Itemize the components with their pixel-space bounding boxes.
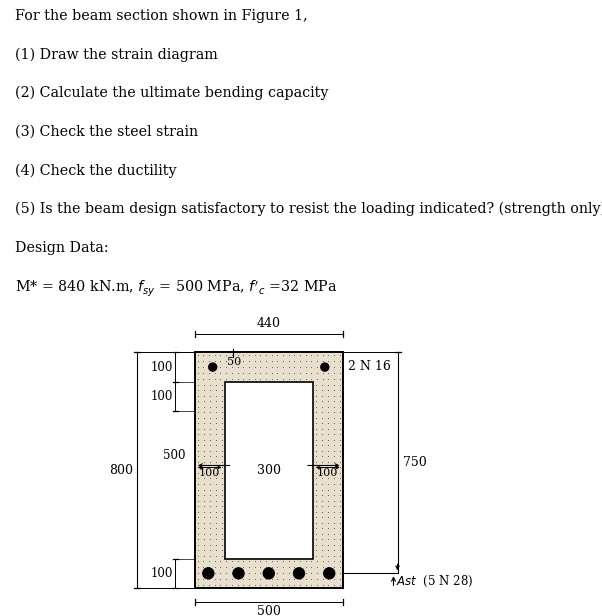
Text: 100: 100 [199,469,220,479]
Circle shape [203,568,214,579]
Text: 100: 100 [150,567,173,580]
Text: (1) Draw the strain diagram: (1) Draw the strain diagram [15,47,218,62]
Circle shape [233,568,244,579]
Text: 500: 500 [163,450,185,463]
Text: 2 N 16: 2 N 16 [349,360,391,373]
Text: 100: 100 [150,360,173,373]
Text: (5) Is the beam design satisfactory to resist the loading indicated? (strength o: (5) Is the beam design satisfactory to r… [15,202,602,216]
Text: (2) Calculate the ultimate bending capacity: (2) Calculate the ultimate bending capac… [15,86,329,100]
Circle shape [209,363,217,371]
Text: 100: 100 [150,390,173,403]
Text: $\it{Ast}$  (5 N 28): $\it{Ast}$ (5 N 28) [397,573,474,589]
Text: 300: 300 [256,464,281,477]
Text: (4) Check the ductility: (4) Check the ductility [15,163,176,177]
Circle shape [294,568,305,579]
Text: 800: 800 [109,464,133,477]
Text: 100: 100 [317,469,338,479]
Text: 750: 750 [403,456,426,469]
Circle shape [263,568,275,579]
Text: M* = 840 kN.m, $f_{sy}$ = 500 MPa, $f'_c$ =32 MPa: M* = 840 kN.m, $f_{sy}$ = 500 MPa, $f'_c… [15,279,337,299]
Text: 500: 500 [257,605,281,616]
Text: Design Data:: Design Data: [15,241,109,254]
Text: 440: 440 [256,317,281,330]
Circle shape [321,363,329,371]
Circle shape [324,568,335,579]
Text: (3) Check the steel strain: (3) Check the steel strain [15,124,198,139]
Bar [195,352,343,588]
Text: For the beam section shown in Figure 1,: For the beam section shown in Figure 1, [15,9,308,23]
Bar [225,382,313,559]
Text: 50: 50 [226,357,241,367]
